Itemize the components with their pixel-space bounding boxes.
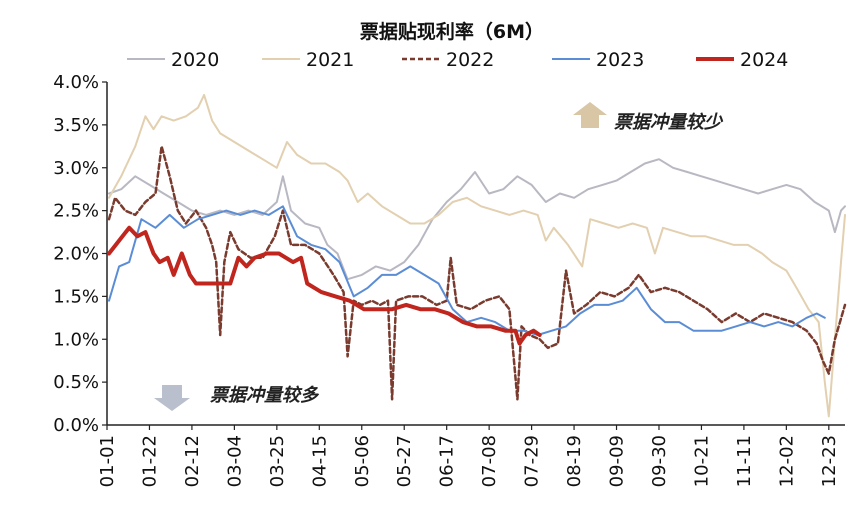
legend: 2020 2021 2022 2023 2024 xyxy=(127,49,788,71)
annotation-less: 票据冲量较少 xyxy=(614,112,724,133)
x-tick-label: 09-09 xyxy=(607,435,628,487)
x-tick-label: 03-04 xyxy=(224,435,245,487)
series-line-2024 xyxy=(107,225,542,346)
y-tick-label: 3.0% xyxy=(53,158,99,179)
up-arrow-icon xyxy=(573,102,607,128)
down-arrow-icon xyxy=(154,385,190,411)
legend-label-2020: 2020 xyxy=(171,49,219,71)
series-line-2022 xyxy=(107,145,847,401)
series-line-2020 xyxy=(108,158,846,281)
legend-label-2021: 2021 xyxy=(306,49,354,71)
x-tick-label: 10-21 xyxy=(691,435,712,487)
x-tick-label: 05-06 xyxy=(352,435,373,487)
legend-label-2022: 2022 xyxy=(446,49,494,71)
legend-label-2023: 2023 xyxy=(596,49,644,71)
plot-area xyxy=(107,93,847,418)
x-tick-label: 03-25 xyxy=(267,435,288,487)
x-tick-label: 06-17 xyxy=(437,435,458,487)
y-tick-label: 2.0% xyxy=(53,244,99,265)
x-tick-label: 01-01 xyxy=(97,435,118,487)
x-tick-label: 04-15 xyxy=(309,435,330,487)
y-axis: 4.0% 3.5% 3.0% 2.5% 2.0% 1.5% 1.0% 0.5% 0.0% xyxy=(53,72,108,436)
x-tick-label: 11-11 xyxy=(734,435,755,487)
y-tick-label: 1.5% xyxy=(53,286,99,307)
annotation-more: 票据冲量较多 xyxy=(210,385,320,406)
y-tick-label: 3.5% xyxy=(53,115,99,136)
x-tick-label: 12-02 xyxy=(776,435,797,487)
x-tick-label: 02-12 xyxy=(182,435,203,487)
x-tick-label: 07-08 xyxy=(479,435,500,487)
y-tick-label: 2.5% xyxy=(53,201,99,222)
y-tick-label: 4.0% xyxy=(53,72,99,93)
legend-label-2024: 2024 xyxy=(740,49,788,71)
x-axis: 01-01 01-22 02-12 03-04 03-25 04-15 05-06 05-27… xyxy=(97,424,845,487)
x-tick-label: 08-19 xyxy=(564,435,585,487)
y-tick-label: 0.5% xyxy=(53,372,99,393)
y-tick-label: 0.0% xyxy=(53,415,99,436)
x-tick-label: 05-27 xyxy=(394,435,415,487)
series-line-2021 xyxy=(108,93,846,418)
x-tick-label: 09-30 xyxy=(649,435,670,487)
x-tick-label: 12-23 xyxy=(819,435,840,487)
chart-title: 票据贴现利率（6M） xyxy=(360,20,544,43)
x-tick-label: 01-22 xyxy=(139,435,160,487)
x-tick-label: 07-29 xyxy=(522,435,543,487)
y-tick-label: 1.0% xyxy=(53,329,99,350)
